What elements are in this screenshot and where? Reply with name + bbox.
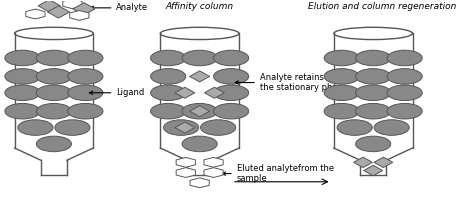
- Circle shape: [55, 120, 90, 135]
- Circle shape: [356, 136, 391, 152]
- Circle shape: [324, 69, 359, 84]
- Circle shape: [387, 103, 422, 119]
- Circle shape: [36, 103, 72, 119]
- Text: Analyte retains in
the stationary phase: Analyte retains in the stationary phase: [235, 73, 347, 92]
- Circle shape: [214, 50, 249, 66]
- Circle shape: [36, 85, 72, 101]
- Circle shape: [356, 85, 391, 101]
- Polygon shape: [354, 157, 373, 167]
- Circle shape: [5, 103, 40, 119]
- Circle shape: [324, 103, 359, 119]
- Polygon shape: [364, 165, 383, 176]
- Circle shape: [182, 136, 217, 152]
- Polygon shape: [47, 6, 70, 18]
- Text: Eluted analytefrom the
sample: Eluted analytefrom the sample: [222, 164, 334, 183]
- Circle shape: [36, 50, 72, 66]
- Polygon shape: [70, 11, 89, 20]
- Circle shape: [68, 69, 103, 84]
- Circle shape: [324, 50, 359, 66]
- Polygon shape: [204, 157, 223, 167]
- Polygon shape: [190, 71, 210, 82]
- Circle shape: [68, 85, 103, 101]
- Circle shape: [151, 85, 186, 101]
- Circle shape: [182, 103, 217, 119]
- Circle shape: [387, 50, 422, 66]
- Text: Affinity column: Affinity column: [165, 2, 234, 11]
- Circle shape: [356, 50, 391, 66]
- Polygon shape: [63, 0, 82, 9]
- Circle shape: [214, 85, 249, 101]
- Text: Ligand: Ligand: [90, 88, 145, 97]
- Circle shape: [36, 69, 72, 84]
- Circle shape: [151, 103, 186, 119]
- Circle shape: [68, 103, 103, 119]
- Circle shape: [324, 85, 359, 101]
- Circle shape: [5, 50, 40, 66]
- Polygon shape: [204, 87, 225, 98]
- Circle shape: [151, 69, 186, 84]
- Polygon shape: [204, 168, 223, 178]
- Polygon shape: [176, 168, 195, 178]
- Polygon shape: [73, 3, 95, 15]
- Circle shape: [164, 120, 199, 135]
- Polygon shape: [175, 87, 195, 98]
- Circle shape: [36, 136, 72, 152]
- Circle shape: [337, 120, 372, 135]
- Circle shape: [151, 50, 186, 66]
- Circle shape: [214, 69, 249, 84]
- Polygon shape: [26, 9, 45, 19]
- Circle shape: [356, 103, 391, 119]
- Polygon shape: [175, 122, 195, 133]
- Circle shape: [214, 103, 249, 119]
- Polygon shape: [374, 157, 393, 167]
- Circle shape: [5, 69, 40, 84]
- Text: Elution and column regeneration: Elution and column regeneration: [308, 2, 456, 11]
- Circle shape: [356, 69, 391, 84]
- Circle shape: [387, 69, 422, 84]
- Circle shape: [201, 120, 236, 135]
- Circle shape: [18, 120, 53, 135]
- Polygon shape: [190, 178, 210, 188]
- Text: Analyte: Analyte: [91, 3, 148, 12]
- Circle shape: [182, 50, 217, 66]
- Circle shape: [68, 50, 103, 66]
- Polygon shape: [38, 0, 60, 12]
- Circle shape: [5, 85, 40, 101]
- Polygon shape: [176, 157, 195, 167]
- Circle shape: [374, 120, 409, 135]
- Polygon shape: [190, 106, 210, 117]
- Circle shape: [387, 85, 422, 101]
